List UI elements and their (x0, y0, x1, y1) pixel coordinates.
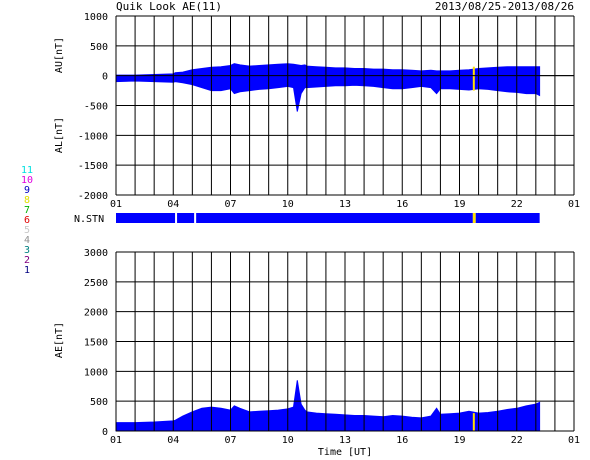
au-axis-label: AU[nT] (54, 37, 65, 73)
au-al-y-tick-label: -1000 (78, 131, 108, 142)
au-al-x-tick-label: 13 (339, 199, 351, 210)
au-al-x-tick-label: 10 (282, 199, 294, 210)
ae-data (115, 380, 541, 432)
nstn-segment (177, 213, 195, 223)
ae-x-tick-label: 16 (396, 435, 408, 446)
ae-x-tick-labels: 01 04 07 10 13 16 19 22 01 (110, 435, 580, 446)
nstn-label: N.STN (74, 214, 104, 225)
ae-x-tick-label: 19 (453, 435, 465, 446)
ae-x-tick-label: 01 (568, 435, 580, 446)
au-al-x-tick-label: 07 (224, 199, 236, 210)
nstn-segment (472, 213, 476, 223)
au-al-y-tick-labels: 1000 500 0 -500 -1000 -1500 -2000 (78, 12, 108, 202)
au-al-grid (115, 15, 575, 196)
ae-x-tick-label: 01 (110, 435, 122, 446)
ae-x-tick-label: 13 (339, 435, 351, 446)
au-al-envelope (115, 63, 541, 112)
figure-title: Quik Look AE(11) (116, 0, 222, 13)
au-al-y-tick-label: -500 (84, 102, 108, 113)
ae-y-tick-label: 2000 (84, 308, 108, 319)
date-range: 2013/08/25-2013/08/26 (435, 0, 574, 13)
station-count-label-6: 6 (23, 215, 31, 226)
station-count-label-5: 5 (23, 225, 31, 236)
au-al-y-tick-label: 500 (90, 42, 108, 53)
ae-y-tick-label: 1000 (84, 367, 108, 378)
ae-y-tick-label: 2500 (84, 278, 108, 289)
station-count-label-2: 2 (23, 255, 31, 266)
ae-x-tick-label: 22 (511, 435, 523, 446)
station-count-label-7: 7 (23, 205, 31, 216)
au-al-y-tick-label: 1000 (84, 12, 108, 23)
ae-x-tick-label: 04 (167, 435, 179, 446)
station-count-label-10: 10 (20, 175, 34, 186)
au-al-x-tick-labels: 01 04 07 10 13 16 19 22 01 (110, 199, 580, 210)
nstn-segment (475, 213, 540, 223)
nstn-bar (116, 213, 540, 223)
nstn-segment (175, 213, 178, 223)
station-count-label-9: 9 (23, 185, 31, 196)
au-al-y-tick-label: -2000 (78, 191, 108, 202)
au-al-x-tick-label: 04 (167, 199, 179, 210)
nstn-segment (196, 213, 473, 223)
x-axis-label: Time [UT] (318, 447, 372, 458)
au-al-y-tick-label: 0 (102, 72, 108, 83)
ae-marker (472, 413, 475, 431)
station-count-label-11: 11 (20, 165, 34, 176)
ae-y-tick-label: 0 (102, 427, 108, 438)
au-al-y-tick-label: -1500 (78, 161, 108, 172)
station-count-label-3: 3 (23, 245, 31, 256)
nstn-segment (194, 213, 197, 223)
ae-y-tick-label: 1500 (84, 338, 108, 349)
nstn-panel: N.STN (74, 213, 540, 225)
ae-y-tick-label: 500 (90, 397, 108, 408)
ae-panel: 3000 2500 2000 1500 1000 500 0 01 04 07 10 13 16 19 2… (54, 248, 580, 458)
ae-y-tick-label: 3000 (84, 248, 108, 259)
station-count-label-4: 4 (23, 235, 31, 246)
station-count-label-1: 1 (23, 265, 31, 276)
ae-area (115, 380, 541, 432)
nstn-segment (116, 213, 176, 223)
au-al-x-tick-label: 19 (453, 199, 465, 210)
ae-x-tick-label: 10 (282, 435, 294, 446)
ae-x-tick-label: 07 (224, 435, 236, 446)
au-al-marker (472, 66, 475, 91)
au-al-x-tick-label: 16 (396, 199, 408, 210)
au-al-x-tick-label: 01 (110, 199, 122, 210)
ae-axis-label: AE[nT] (54, 322, 65, 358)
au-al-x-tick-label: 22 (511, 199, 523, 210)
ae-grid (115, 251, 575, 432)
au-al-x-tick-label: 01 (568, 199, 580, 210)
ae-y-tick-labels: 3000 2500 2000 1500 1000 500 0 (84, 248, 108, 438)
au-al-panel: 1000 500 0 -500 -1000 -1500 -2000 01 04 07 10 13 16… (54, 12, 580, 210)
al-axis-label: AL[nT] (54, 117, 65, 153)
station-count-label-8: 8 (23, 195, 31, 206)
